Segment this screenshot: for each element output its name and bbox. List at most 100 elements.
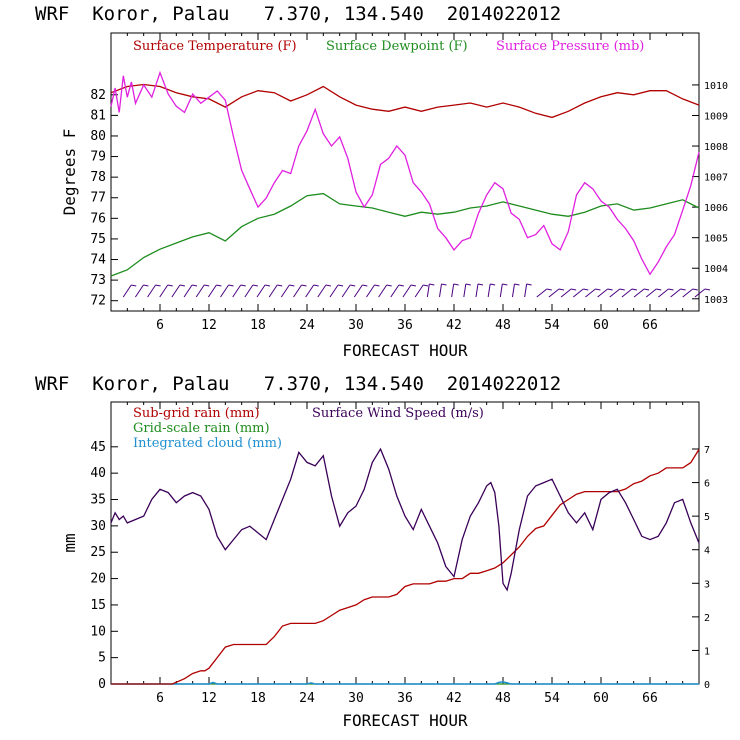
wind-barb-flag bbox=[477, 283, 484, 286]
wind-barbs bbox=[122, 283, 711, 298]
wind-barb-flag bbox=[386, 284, 392, 287]
y2-tick-label: 0 bbox=[704, 680, 710, 691]
wind-barb bbox=[572, 288, 584, 298]
y-tick-label: 74 bbox=[90, 253, 106, 268]
y2-tick-label: 1009 bbox=[704, 111, 728, 122]
wind-barb-flag bbox=[277, 284, 283, 287]
x-tick-label: 24 bbox=[299, 691, 315, 706]
bottom-y2-axis: 0 1 2 3 4 5 6 7 bbox=[692, 445, 710, 691]
sub-grid-rain-line bbox=[111, 449, 700, 685]
y2-tick-label: 1006 bbox=[704, 203, 728, 214]
wind-barb bbox=[487, 283, 491, 298]
wind-barb-flag bbox=[619, 288, 625, 291]
wind-barb-flag bbox=[490, 283, 496, 286]
x-tick-label: 12 bbox=[201, 318, 217, 333]
x-tick-label: 54 bbox=[544, 691, 560, 706]
wind-barb bbox=[414, 284, 424, 298]
wind-barb bbox=[232, 284, 242, 298]
wind-barb-flag bbox=[179, 284, 186, 287]
wind-barb bbox=[548, 288, 560, 298]
y-tick-label: 82 bbox=[90, 88, 106, 103]
wind-barb bbox=[682, 288, 694, 298]
wind-barb bbox=[220, 284, 229, 298]
y-tick-label: 0 bbox=[98, 677, 106, 692]
top-x-axis: 6 12 18 24 30 36 42 48 54 60 66 bbox=[110, 33, 700, 333]
wind-barb-flag bbox=[131, 284, 137, 287]
y2-tick-label: 3 bbox=[704, 579, 710, 590]
wind-barb-flag bbox=[398, 284, 404, 287]
wind-barb bbox=[244, 284, 254, 298]
x-tick-label: 66 bbox=[642, 691, 658, 706]
wind-barb bbox=[134, 284, 144, 298]
x-tick-label: 36 bbox=[397, 691, 413, 706]
bottom-y-axis-label: mm bbox=[60, 533, 79, 552]
wind-barb bbox=[183, 284, 193, 298]
x-tick-label: 42 bbox=[446, 318, 462, 333]
y-tick-label: 15 bbox=[90, 598, 106, 613]
legend-surface-dewpoint: Surface Dewpoint (F) bbox=[326, 39, 468, 54]
wind-barb-flag bbox=[410, 284, 417, 287]
wind-barb-flag bbox=[301, 284, 307, 287]
surface-dewpoint-line bbox=[110, 192, 700, 277]
y-tick-label: 30 bbox=[90, 519, 106, 534]
wind-barb-flag bbox=[607, 288, 613, 291]
wind-barb bbox=[560, 288, 572, 298]
wind-barb-flag bbox=[423, 284, 429, 287]
wind-barb bbox=[451, 283, 455, 298]
wind-barb-flag bbox=[216, 284, 222, 287]
y2-tick-label: 1008 bbox=[704, 142, 728, 153]
wind-barb bbox=[366, 284, 375, 298]
x-tick-label: 12 bbox=[201, 691, 217, 706]
wind-barb bbox=[317, 284, 327, 298]
wind-barb bbox=[475, 283, 479, 298]
wind-barb bbox=[293, 284, 302, 298]
y-tick-label: 78 bbox=[90, 170, 106, 185]
wind-barb-flag bbox=[240, 284, 246, 287]
x-tick-label: 18 bbox=[250, 691, 266, 706]
wind-barb bbox=[585, 288, 596, 298]
top-chart-frame bbox=[110, 32, 700, 312]
wind-barb-flag bbox=[502, 283, 508, 286]
wind-barb-flag bbox=[252, 284, 258, 287]
legend-integrated-cloud: Integrated cloud (mm) bbox=[133, 436, 282, 451]
y2-tick-label: 1003 bbox=[704, 295, 728, 306]
wind-barb-flag bbox=[441, 283, 447, 286]
wind-barb bbox=[499, 283, 503, 298]
wind-barb bbox=[621, 288, 633, 298]
legend-surface-wind-speed: Surface Wind Speed (m/s) bbox=[312, 406, 484, 421]
wind-barb-flag bbox=[514, 283, 520, 286]
wind-barb bbox=[633, 288, 645, 298]
wind-barb-flag bbox=[680, 288, 686, 291]
wind-barb bbox=[122, 284, 132, 298]
x-tick-label: 30 bbox=[348, 318, 364, 333]
wind-barb bbox=[147, 284, 156, 298]
wind-barb-flag bbox=[583, 288, 589, 291]
wind-barb-flag bbox=[692, 288, 698, 291]
wind-barb-flag bbox=[155, 284, 161, 287]
integrated-cloud-line bbox=[111, 681, 699, 685]
wind-barb bbox=[438, 283, 442, 298]
wind-barb-flag bbox=[526, 283, 532, 286]
wind-barb bbox=[463, 283, 467, 298]
wind-barb-flag bbox=[631, 288, 638, 291]
x-tick-label: 54 bbox=[544, 318, 560, 333]
wind-barb-flag bbox=[668, 288, 674, 291]
wind-barb-flag bbox=[465, 283, 471, 286]
wind-barb bbox=[658, 288, 669, 298]
x-tick-label: 42 bbox=[446, 691, 462, 706]
y-tick-label: 40 bbox=[90, 466, 106, 481]
y2-tick-label: 1005 bbox=[704, 234, 728, 245]
x-tick-label: 48 bbox=[495, 318, 511, 333]
wind-barb bbox=[159, 284, 169, 298]
y-tick-label: 77 bbox=[90, 191, 106, 206]
x-tick-label: 66 bbox=[642, 318, 658, 333]
y-tick-label: 20 bbox=[90, 572, 106, 587]
wind-barb-flag bbox=[374, 284, 380, 287]
wind-barb bbox=[645, 288, 657, 298]
y-tick-label: 5 bbox=[98, 651, 106, 666]
wind-barb bbox=[195, 284, 205, 298]
x-tick-label: 48 bbox=[495, 691, 511, 706]
wind-barb-flag bbox=[644, 288, 650, 291]
wind-barb bbox=[329, 284, 339, 298]
wind-barb bbox=[402, 284, 412, 298]
